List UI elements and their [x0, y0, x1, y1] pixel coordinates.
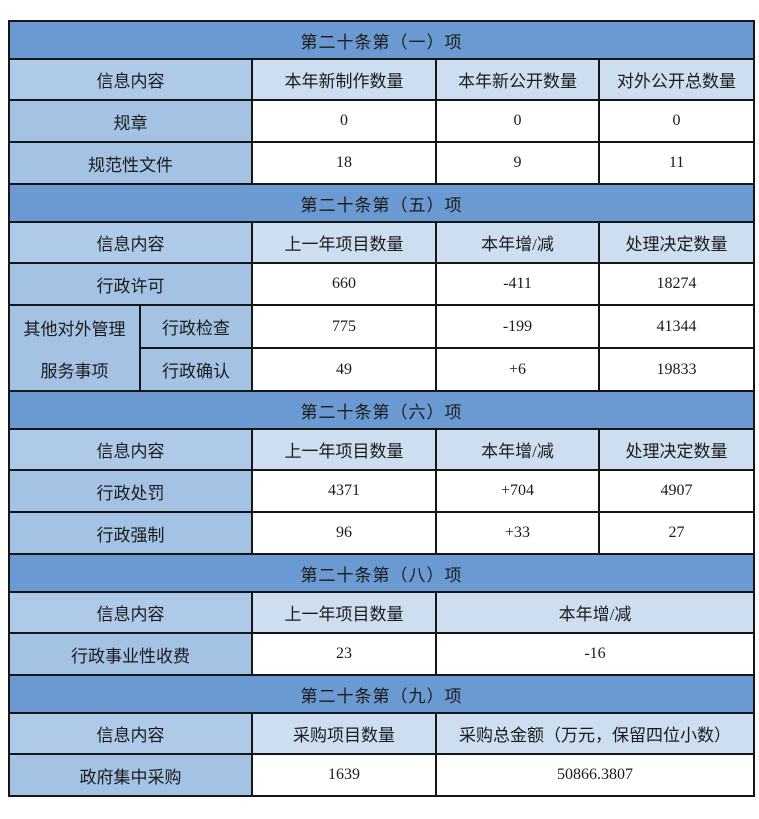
column-header-change: 本年增/减 — [435, 221, 600, 264]
column-header-procurement-amount: 采购总金额（万元，保留四位小数） — [434, 712, 756, 755]
data-cell: 0 — [597, 99, 756, 143]
column-header-new-disclosed: 本年新公开数量 — [435, 58, 600, 101]
data-cell: 18274 — [597, 262, 756, 306]
row-label-gov-procurement: 政府集中采购 — [8, 753, 253, 797]
section-title-item8: 第二十条第（八）项 — [7, 553, 756, 593]
section-title-item6: 第二十条第（六）项 — [7, 390, 756, 430]
row-label-admin-inspection: 行政检查 — [139, 304, 253, 349]
data-cell: 41344 — [597, 304, 756, 349]
data-cell: 49 — [251, 347, 437, 392]
column-header-info-content: 信息内容 — [8, 712, 253, 755]
row-label-admin-confirmation: 行政确认 — [139, 347, 253, 392]
table-row: 政府集中采购 1639 50866.3807 — [8, 753, 756, 797]
table-row: 行政许可 660 -411 18274 — [8, 262, 756, 306]
data-cell: 50866.3807 — [434, 753, 756, 797]
data-cell: +33 — [435, 511, 600, 555]
column-header-change: 本年增/减 — [435, 428, 600, 471]
data-cell: 27 — [597, 511, 756, 555]
section-title-item5: 第二十条第（五）项 — [7, 183, 756, 223]
column-header-total-disclosed: 对外公开总数量 — [597, 58, 756, 101]
column-header-info-content: 信息内容 — [8, 58, 253, 101]
data-cell: 18 — [251, 141, 437, 185]
table-row: 规章 0 0 0 — [8, 99, 756, 143]
row-label-admin-fees: 行政事业性收费 — [8, 632, 253, 676]
data-cell: -411 — [435, 262, 600, 306]
data-cell: +6 — [435, 347, 600, 392]
table-row: 规范性文件 18 9 11 — [8, 141, 756, 185]
data-cell: 660 — [251, 262, 437, 306]
data-cell: 9 — [435, 141, 600, 185]
table-row: 行政处罚 4371 +704 4907 — [8, 469, 756, 513]
row-label-regulations: 规章 — [8, 99, 253, 143]
data-cell: -16 — [434, 632, 756, 676]
section-title-item9: 第二十条第（九）项 — [7, 674, 756, 714]
table-row: 行政强制 96 +33 27 — [8, 511, 756, 555]
data-cell: 23 — [251, 632, 437, 676]
group-label-line2: 服务事项 — [40, 361, 109, 381]
column-header-new-produced: 本年新制作数量 — [251, 58, 437, 101]
column-header-decisions: 处理决定数量 — [597, 221, 756, 264]
column-header-info-content: 信息内容 — [8, 221, 253, 264]
row-label-normative-documents: 规范性文件 — [8, 141, 253, 185]
disclosure-report-table: 第二十条第（一）项 信息内容 本年新制作数量 本年新公开数量 对外公开总数量 规… — [7, 20, 756, 797]
data-cell: 4371 — [251, 469, 437, 513]
data-cell: 775 — [251, 304, 437, 349]
column-header-procurement-count: 采购项目数量 — [251, 712, 437, 755]
row-label-admin-license: 行政许可 — [8, 262, 253, 306]
column-header-decisions: 处理决定数量 — [597, 428, 756, 471]
group-label-line1: 其他对外管理 — [23, 319, 126, 339]
section-title-item1: 第二十条第（一）项 — [7, 20, 756, 60]
table-row: 其他对外管理 服务事项 行政检查 775 -199 41344 — [8, 304, 756, 392]
row-label-admin-penalty: 行政处罚 — [8, 469, 253, 513]
data-cell: 4907 — [597, 469, 756, 513]
column-header-last-year-count: 上一年项目数量 — [251, 221, 437, 264]
column-header-change: 本年增/减 — [434, 591, 756, 634]
data-cell: 19833 — [597, 347, 756, 392]
data-cell: 11 — [597, 141, 756, 185]
data-cell: -199 — [435, 304, 600, 349]
column-header-last-year-count: 上一年项目数量 — [251, 591, 437, 634]
data-cell: 96 — [251, 511, 437, 555]
row-group-label-other-management: 其他对外管理 服务事项 — [8, 304, 141, 392]
table-row: 行政事业性收费 23 -16 — [8, 632, 756, 676]
column-header-info-content: 信息内容 — [8, 591, 253, 634]
data-cell: 0 — [251, 99, 437, 143]
data-cell: 0 — [435, 99, 600, 143]
column-header-last-year-count: 上一年项目数量 — [251, 428, 437, 471]
data-cell: +704 — [435, 469, 600, 513]
table-row: 行政确认 49 +6 19833 — [9, 347, 756, 392]
column-header-info-content: 信息内容 — [8, 428, 253, 471]
row-label-admin-coercion: 行政强制 — [8, 511, 253, 555]
data-cell: 1639 — [251, 753, 437, 797]
